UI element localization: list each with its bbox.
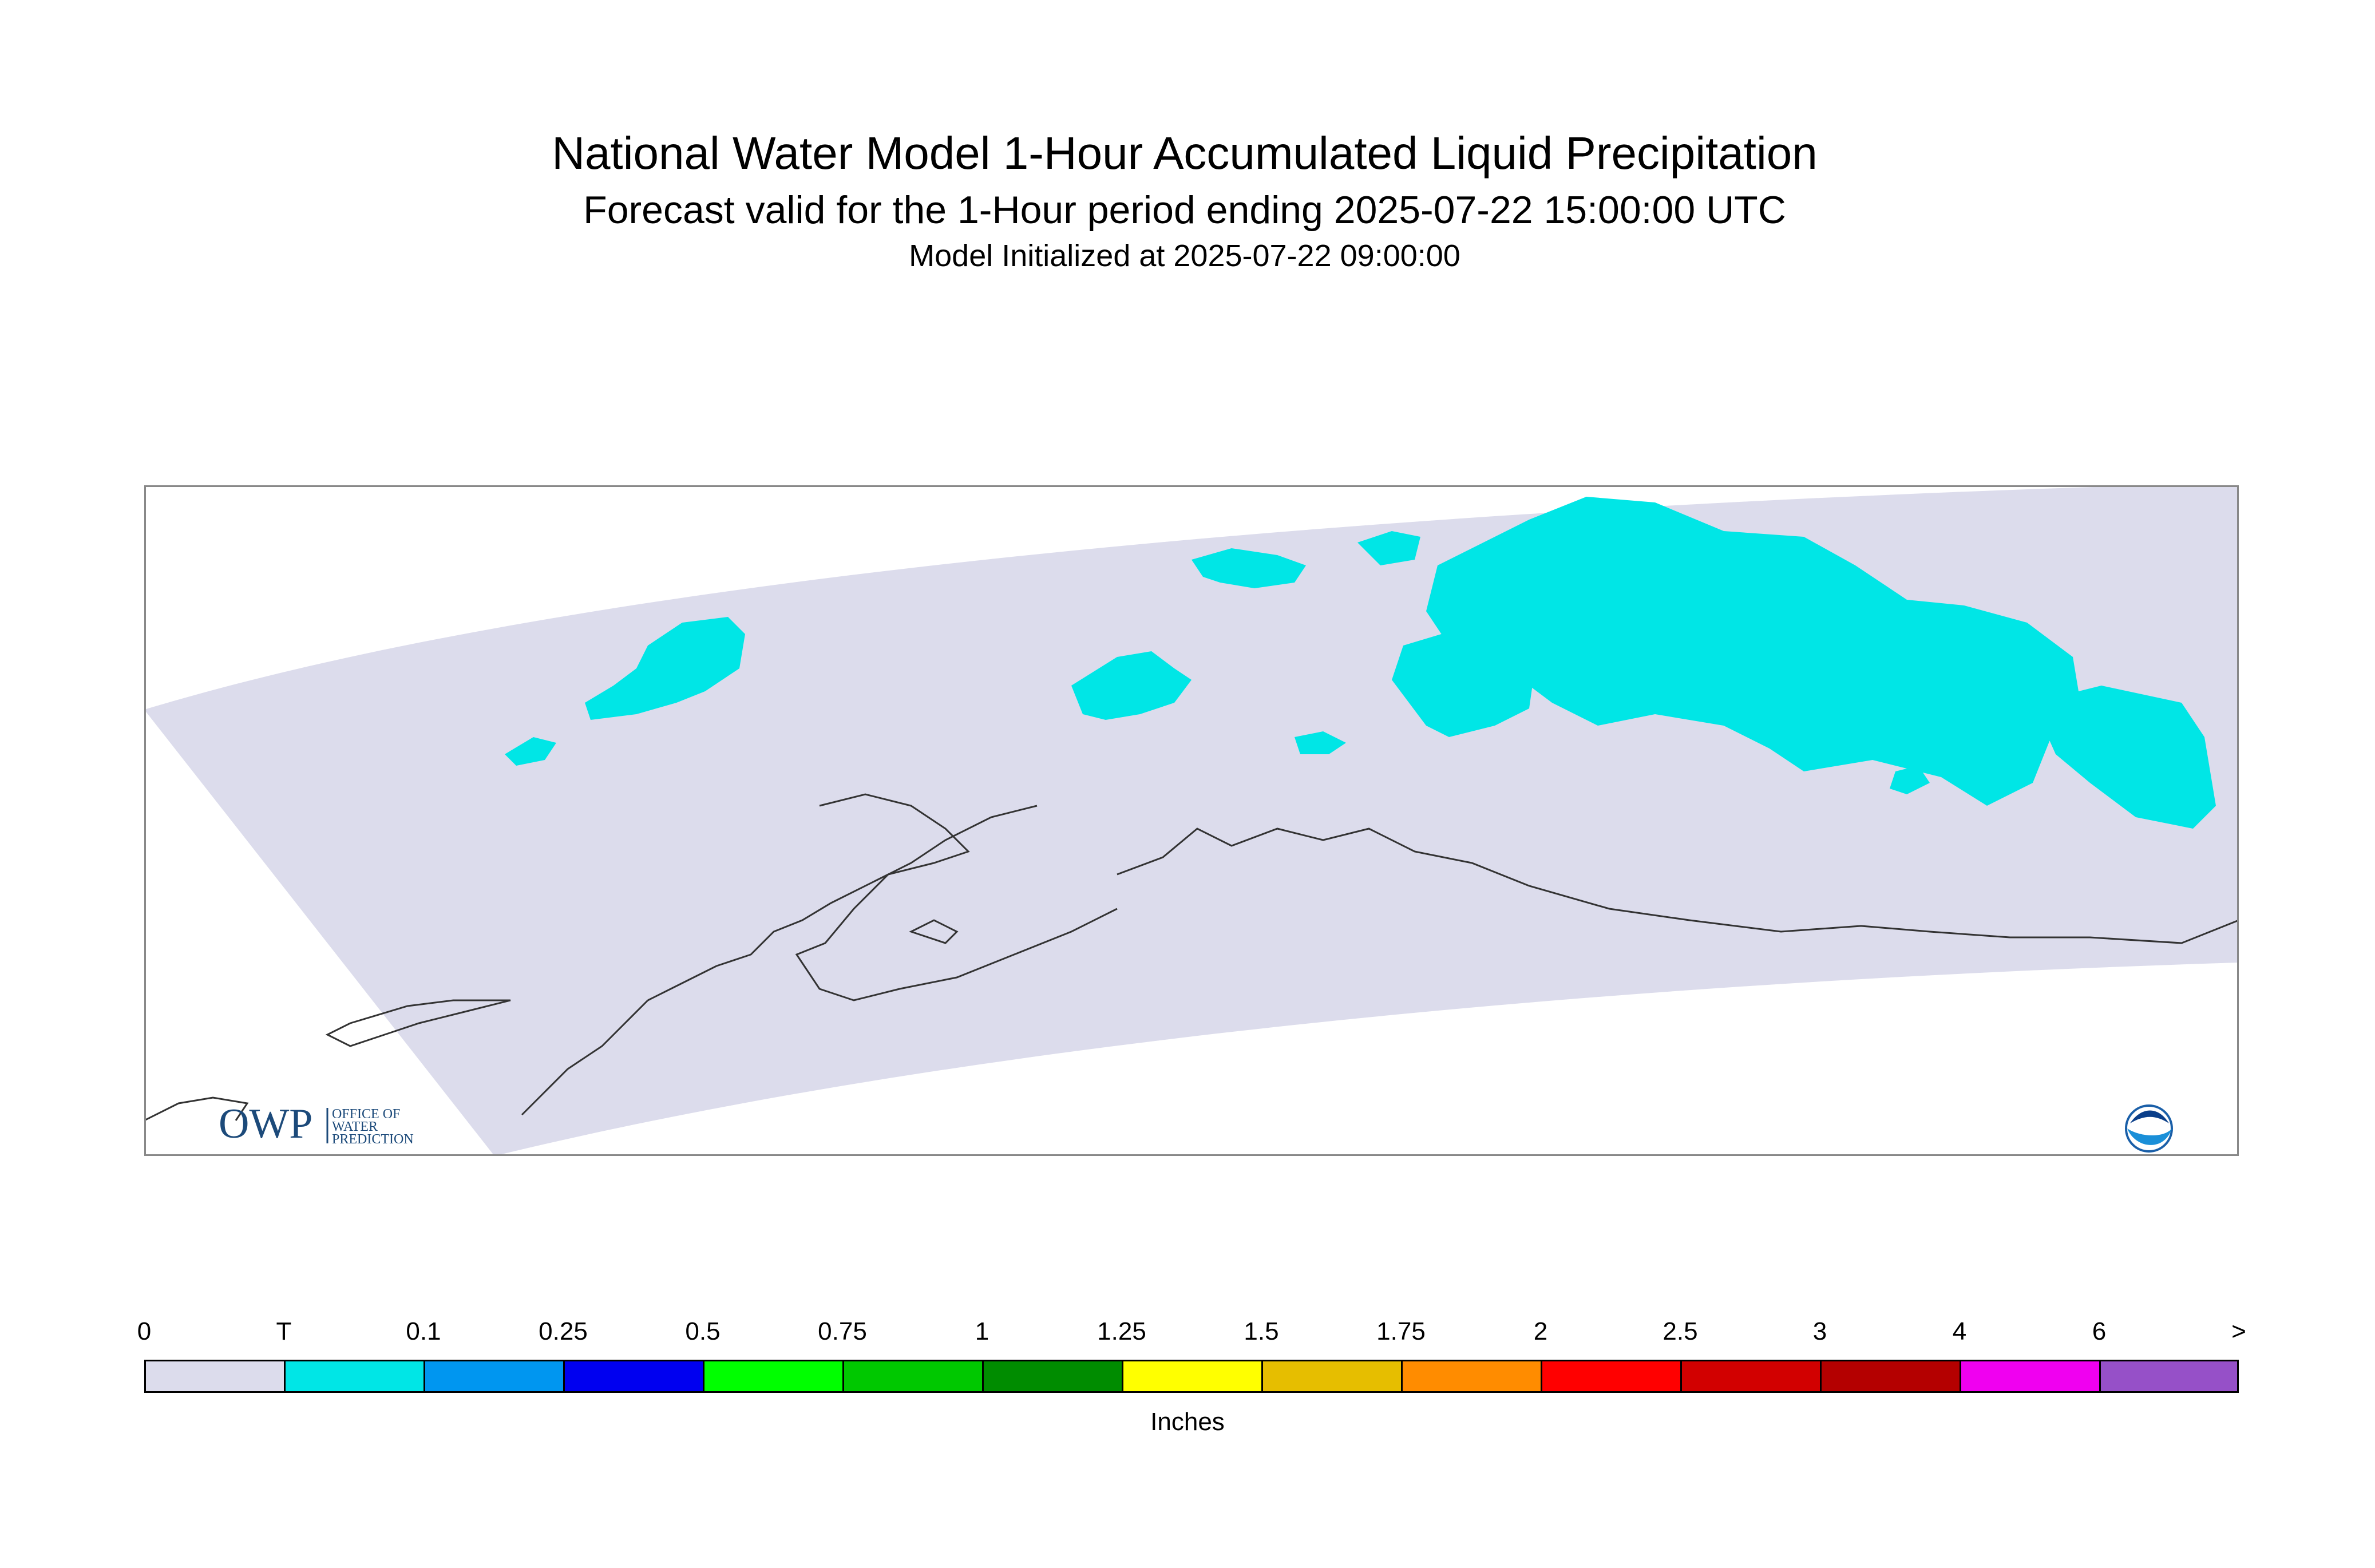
legend-tick-label: 0.25 [539, 1317, 588, 1345]
legend-swatch [1541, 1360, 1680, 1393]
noaa-logo: NOAA [2125, 1104, 2173, 1153]
owp-logo-line1: OFFICE OF [332, 1107, 400, 1122]
legend-tick-label: 2.5 [1662, 1317, 1698, 1345]
legend-swatch [842, 1360, 982, 1393]
noaa-logo-text: NOAA [2140, 1122, 2158, 1129]
forecast-valid-subtitle: Forecast valid for the 1-Hour period end… [583, 188, 1786, 232]
legend-swatch [1401, 1360, 1541, 1393]
legend-units: Inches [1150, 1408, 1225, 1436]
coastline-west [647, 805, 1038, 1001]
precip-blob-northeast [1426, 497, 2079, 806]
coastline-lake [909, 919, 959, 944]
legend-swatch [1960, 1360, 2099, 1393]
legend-swatch [563, 1360, 703, 1393]
legend-swatch [144, 1360, 284, 1393]
precip-blob-east-small [1890, 766, 1930, 794]
owp-logo-line3: PREDICTION [332, 1132, 414, 1147]
legend-swatch [284, 1360, 423, 1393]
coastline-north-slope [1117, 827, 2239, 944]
noaa-logo-water [2127, 1129, 2172, 1145]
legend-tick-label: > [2231, 1317, 2246, 1345]
legend-tick-label: 1 [975, 1317, 989, 1345]
precip-blob-east-edge [2033, 686, 2216, 829]
coastline-aleutians [144, 1096, 249, 1122]
owp-logo: OWP OFFICE OF WATER PREDICTION [219, 1100, 414, 1147]
precipitation-areas [505, 497, 2216, 829]
coastline-bristol-bay [521, 999, 649, 1116]
legend-swatch [2099, 1360, 2239, 1393]
legend-tick-label: T [276, 1317, 292, 1345]
legend-tick-label: 0.1 [406, 1317, 441, 1345]
map-frame [144, 485, 2239, 1156]
noaa-logo-bird [2130, 1110, 2169, 1123]
legend-tick-label: 0.5 [685, 1317, 721, 1345]
legend-swatch [703, 1360, 842, 1393]
legend-tick-label: 2 [1533, 1317, 1548, 1345]
legend-tick-label: 0 [137, 1317, 152, 1345]
legend-swatch [1261, 1360, 1401, 1393]
precip-blob-central-north [1192, 548, 1306, 588]
precip-blob-center-east [1392, 628, 1535, 737]
model-domain [144, 485, 2239, 1156]
precip-blob-west-small [505, 737, 556, 766]
legend-tick-label: 3 [1812, 1317, 1827, 1345]
legend-swatch [1820, 1360, 1960, 1393]
legend-tick-label: 0.75 [818, 1317, 867, 1345]
legend-swatch [423, 1360, 563, 1393]
precipitation-map: OWP OFFICE OF WATER PREDICTION NOAA [144, 485, 2239, 1156]
owp-logo-line2: WATER [332, 1119, 378, 1134]
coastline-alaska-peninsula [795, 793, 1118, 1001]
legend-swatch [982, 1360, 1122, 1393]
legend-tick-label: 1.5 [1244, 1317, 1279, 1345]
legend-tick-label: 1.75 [1376, 1317, 1426, 1345]
coastlines [144, 793, 2239, 1122]
legend-tick-label: 6 [2092, 1317, 2107, 1345]
precip-blob-mid-small [1295, 731, 1346, 754]
legend-tick-label: 4 [1952, 1317, 1967, 1345]
legend-swatch [1122, 1360, 1261, 1393]
precip-blob-northwest [585, 617, 745, 720]
precip-blob-center [1071, 651, 1192, 720]
model-init-subtitle: Model Initialized at 2025-07-22 09:00:00 [909, 239, 1460, 273]
owp-logo-mark: OWP [219, 1100, 312, 1147]
precip-blob-north-mid [1357, 531, 1420, 565]
map-title: National Water Model 1-Hour Accumulated … [552, 128, 1818, 179]
legend-swatch [1680, 1360, 1820, 1393]
legend-tick-label: 1.25 [1097, 1317, 1146, 1345]
coastline-southwest [325, 999, 511, 1047]
